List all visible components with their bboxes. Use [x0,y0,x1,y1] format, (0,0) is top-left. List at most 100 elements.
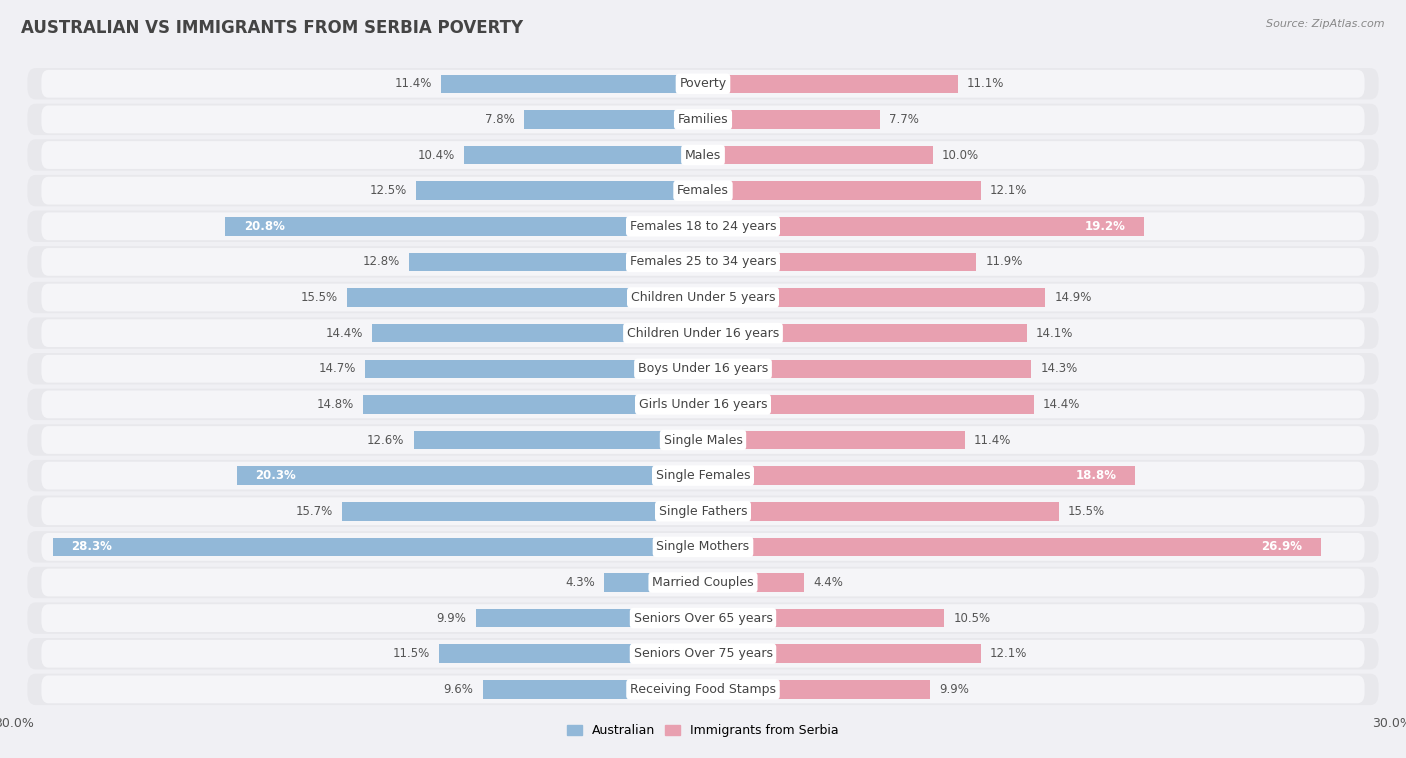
FancyBboxPatch shape [27,638,1379,669]
Bar [236,466,703,485]
FancyBboxPatch shape [41,568,1365,597]
FancyBboxPatch shape [41,141,1365,169]
Text: 11.4%: 11.4% [974,434,1011,446]
Text: Single Mothers: Single Mothers [657,540,749,553]
Bar [363,395,703,414]
Text: 11.5%: 11.5% [392,647,430,660]
Text: 14.7%: 14.7% [319,362,356,375]
Text: 4.4%: 4.4% [813,576,844,589]
Bar [703,609,945,628]
Text: 15.7%: 15.7% [297,505,333,518]
FancyBboxPatch shape [41,105,1365,133]
FancyBboxPatch shape [27,389,1379,420]
Text: 12.5%: 12.5% [370,184,406,197]
Bar [482,680,703,699]
Text: 14.3%: 14.3% [1040,362,1078,375]
Text: 26.9%: 26.9% [1261,540,1302,553]
FancyBboxPatch shape [41,248,1365,276]
Bar [441,74,703,93]
Text: 4.3%: 4.3% [565,576,595,589]
Text: 14.4%: 14.4% [1043,398,1080,411]
Text: 11.9%: 11.9% [986,255,1022,268]
Text: Seniors Over 75 years: Seniors Over 75 years [634,647,772,660]
Text: Males: Males [685,149,721,161]
FancyBboxPatch shape [41,319,1365,347]
Text: 12.8%: 12.8% [363,255,399,268]
FancyBboxPatch shape [27,139,1379,171]
Text: 12.6%: 12.6% [367,434,405,446]
FancyBboxPatch shape [27,353,1379,384]
FancyBboxPatch shape [41,70,1365,98]
FancyBboxPatch shape [27,246,1379,277]
Text: Source: ZipAtlas.com: Source: ZipAtlas.com [1267,19,1385,29]
Text: Poverty: Poverty [679,77,727,90]
Text: Single Fathers: Single Fathers [659,505,747,518]
FancyBboxPatch shape [41,675,1365,703]
Text: 10.4%: 10.4% [418,149,456,161]
Text: 9.9%: 9.9% [939,683,969,696]
Bar [475,609,703,628]
Bar [703,537,1320,556]
Text: 28.3%: 28.3% [72,540,112,553]
Text: Married Couples: Married Couples [652,576,754,589]
Text: 15.5%: 15.5% [301,291,337,304]
Bar [703,181,981,200]
Bar [373,324,703,343]
Bar [366,359,703,378]
Legend: Australian, Immigrants from Serbia: Australian, Immigrants from Serbia [562,719,844,742]
Bar [605,573,703,592]
Text: Children Under 16 years: Children Under 16 years [627,327,779,340]
Text: 20.3%: 20.3% [256,469,295,482]
Bar [703,466,1135,485]
FancyBboxPatch shape [27,68,1379,99]
Text: Children Under 5 years: Children Under 5 years [631,291,775,304]
Text: Receiving Food Stamps: Receiving Food Stamps [630,683,776,696]
FancyBboxPatch shape [41,355,1365,383]
FancyBboxPatch shape [27,104,1379,135]
Bar [703,395,1033,414]
Text: Females 25 to 34 years: Females 25 to 34 years [630,255,776,268]
Text: 14.8%: 14.8% [316,398,354,411]
Bar [703,146,932,164]
Text: 14.9%: 14.9% [1054,291,1091,304]
Text: 18.8%: 18.8% [1076,469,1116,482]
Text: 14.4%: 14.4% [326,327,363,340]
FancyBboxPatch shape [27,603,1379,634]
Text: 12.1%: 12.1% [990,647,1028,660]
Text: Boys Under 16 years: Boys Under 16 years [638,362,768,375]
FancyBboxPatch shape [27,175,1379,206]
Bar [703,110,880,129]
FancyBboxPatch shape [41,533,1365,561]
FancyBboxPatch shape [41,462,1365,490]
Bar [347,288,703,307]
Text: 11.4%: 11.4% [395,77,432,90]
FancyBboxPatch shape [27,531,1379,562]
FancyBboxPatch shape [41,640,1365,668]
Text: Single Males: Single Males [664,434,742,446]
FancyBboxPatch shape [41,283,1365,312]
Text: 9.9%: 9.9% [437,612,467,625]
Bar [703,217,1144,236]
FancyBboxPatch shape [27,282,1379,313]
Bar [703,252,976,271]
Text: Seniors Over 65 years: Seniors Over 65 years [634,612,772,625]
Bar [464,146,703,164]
Text: 9.6%: 9.6% [443,683,474,696]
FancyBboxPatch shape [27,674,1379,705]
Bar [703,359,1032,378]
Bar [703,288,1045,307]
Text: Families: Families [678,113,728,126]
Bar [703,324,1026,343]
Bar [703,680,931,699]
Bar [416,181,703,200]
Bar [439,644,703,663]
FancyBboxPatch shape [27,318,1379,349]
FancyBboxPatch shape [41,497,1365,525]
Bar [703,644,981,663]
FancyBboxPatch shape [41,426,1365,454]
FancyBboxPatch shape [41,390,1365,418]
Bar [524,110,703,129]
FancyBboxPatch shape [27,211,1379,242]
Bar [703,502,1059,521]
Bar [703,573,804,592]
